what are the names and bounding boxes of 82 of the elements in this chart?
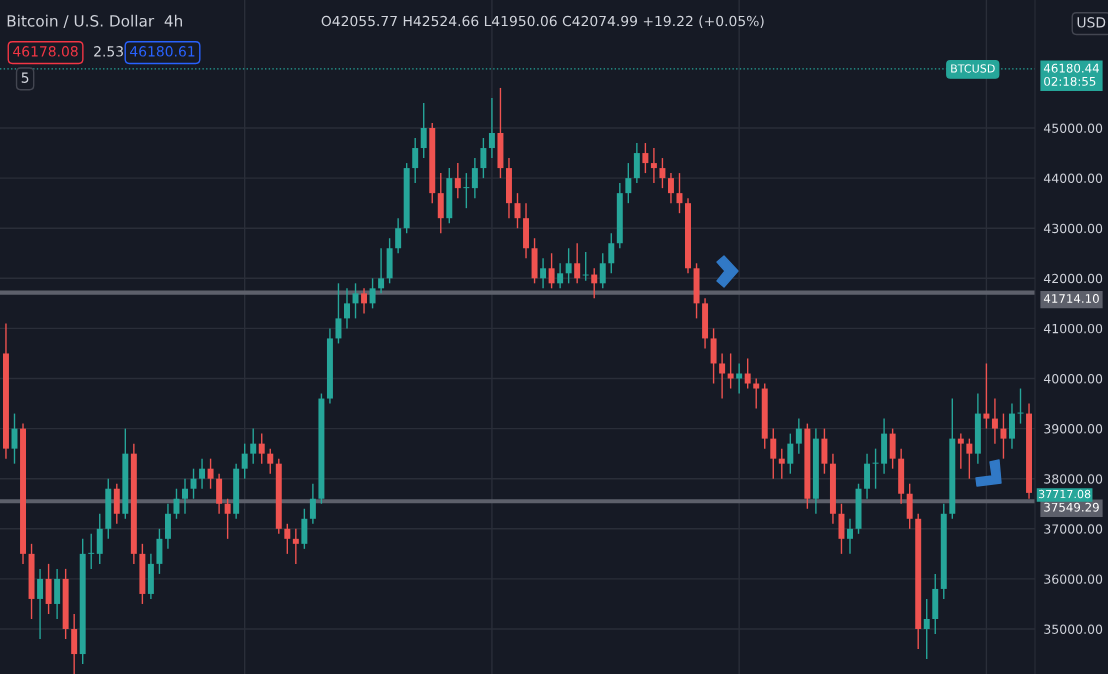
candlestick bbox=[957, 432, 964, 470]
candlestick bbox=[37, 568, 44, 640]
candlestick bbox=[872, 447, 879, 490]
candlestick bbox=[190, 467, 197, 500]
y-tick-label: 42000.00 bbox=[1043, 273, 1103, 284]
annotation: BTCUSD bbox=[951, 64, 995, 73]
candlestick bbox=[463, 172, 470, 209]
y-tick-label: 35000.00 bbox=[1044, 624, 1103, 634]
candlestick bbox=[480, 137, 487, 179]
candlestick bbox=[454, 162, 461, 199]
annotation: 5 bbox=[21, 72, 29, 83]
candlestick bbox=[241, 442, 248, 480]
y-tick-label: 43000.00 bbox=[1043, 223, 1103, 234]
candlestick bbox=[258, 432, 265, 465]
candlestick bbox=[847, 518, 853, 555]
candlestick bbox=[369, 277, 376, 310]
candlestick bbox=[659, 157, 666, 189]
candlestick bbox=[284, 523, 291, 555]
candlestick bbox=[412, 137, 419, 184]
candlestick bbox=[335, 282, 342, 345]
candlestick bbox=[599, 252, 606, 290]
candlestick bbox=[548, 252, 555, 290]
candlestick bbox=[795, 417, 802, 455]
text: USD bbox=[1077, 17, 1106, 28]
y-tick-label: 45000.00 bbox=[1043, 123, 1103, 133]
candlestick bbox=[625, 162, 632, 204]
candlestick bbox=[991, 397, 998, 445]
candlestick bbox=[557, 262, 564, 290]
candlestick bbox=[727, 352, 734, 390]
candlestick bbox=[736, 362, 743, 395]
candlestick bbox=[182, 478, 188, 515]
candlestick bbox=[582, 251, 589, 282]
candlestick bbox=[207, 457, 214, 490]
candlestick bbox=[591, 267, 598, 300]
candlestick bbox=[966, 437, 973, 480]
candlestick bbox=[250, 427, 257, 465]
candlestick bbox=[770, 427, 777, 480]
candlestick bbox=[378, 247, 385, 295]
text: 37717.08 bbox=[1038, 489, 1091, 499]
candlestick bbox=[608, 232, 615, 274]
annotation: 46180.61 bbox=[130, 46, 195, 57]
annotation: 2.53 bbox=[94, 46, 123, 57]
candlestick bbox=[642, 142, 649, 174]
y-tick-label: 39000.00 bbox=[1044, 424, 1103, 434]
candlestick bbox=[292, 528, 299, 565]
candlestick bbox=[361, 287, 368, 315]
y-tick-label: 37000.00 bbox=[1044, 524, 1103, 534]
candlestick bbox=[344, 287, 350, 330]
y-tick-label: 38000.00 bbox=[1044, 474, 1103, 484]
ref-line-label: 46180.44 02:18:55 bbox=[1043, 63, 1099, 86]
candlestick bbox=[395, 217, 402, 254]
y-tick-label: 40000.00 bbox=[1043, 373, 1103, 384]
candlestick bbox=[224, 498, 231, 540]
candlestick bbox=[787, 432, 794, 475]
y-tick-label: 36000.00 bbox=[1044, 574, 1103, 584]
candlestick bbox=[983, 362, 990, 430]
candlestick bbox=[420, 102, 427, 159]
y-tick-label: 41000.00 bbox=[1043, 323, 1103, 334]
candlestick bbox=[744, 357, 751, 390]
ref-line-label: 41714.10 bbox=[1043, 294, 1099, 303]
candlestick bbox=[753, 377, 760, 410]
y-tick-label: 44000.00 bbox=[1043, 173, 1103, 184]
candlestick bbox=[488, 97, 495, 159]
candlestick bbox=[88, 533, 95, 570]
candlestick bbox=[719, 352, 726, 400]
candlestick bbox=[565, 247, 572, 285]
candlestick bbox=[574, 242, 581, 285]
candlestick bbox=[667, 172, 674, 204]
candlestick bbox=[267, 447, 274, 475]
text: Bitcoin / U.S. Dollar 4h bbox=[7, 14, 182, 28]
candlestick bbox=[923, 598, 930, 660]
candlestick bbox=[309, 483, 316, 525]
candlestick bbox=[1000, 412, 1007, 460]
annotation: 46178.08 bbox=[13, 46, 78, 57]
candlestick bbox=[650, 147, 657, 184]
candlestick bbox=[199, 457, 206, 490]
candlestick bbox=[540, 257, 547, 290]
annotation: O42055.77 H42524.66 L41950.06 C42074.99 +19.22 (+0.05%) bbox=[321, 15, 764, 28]
candlestick bbox=[471, 157, 478, 199]
ref-line-label: 37549.29 bbox=[1044, 502, 1099, 512]
candlestick bbox=[778, 447, 785, 480]
candlestick bbox=[173, 488, 180, 520]
